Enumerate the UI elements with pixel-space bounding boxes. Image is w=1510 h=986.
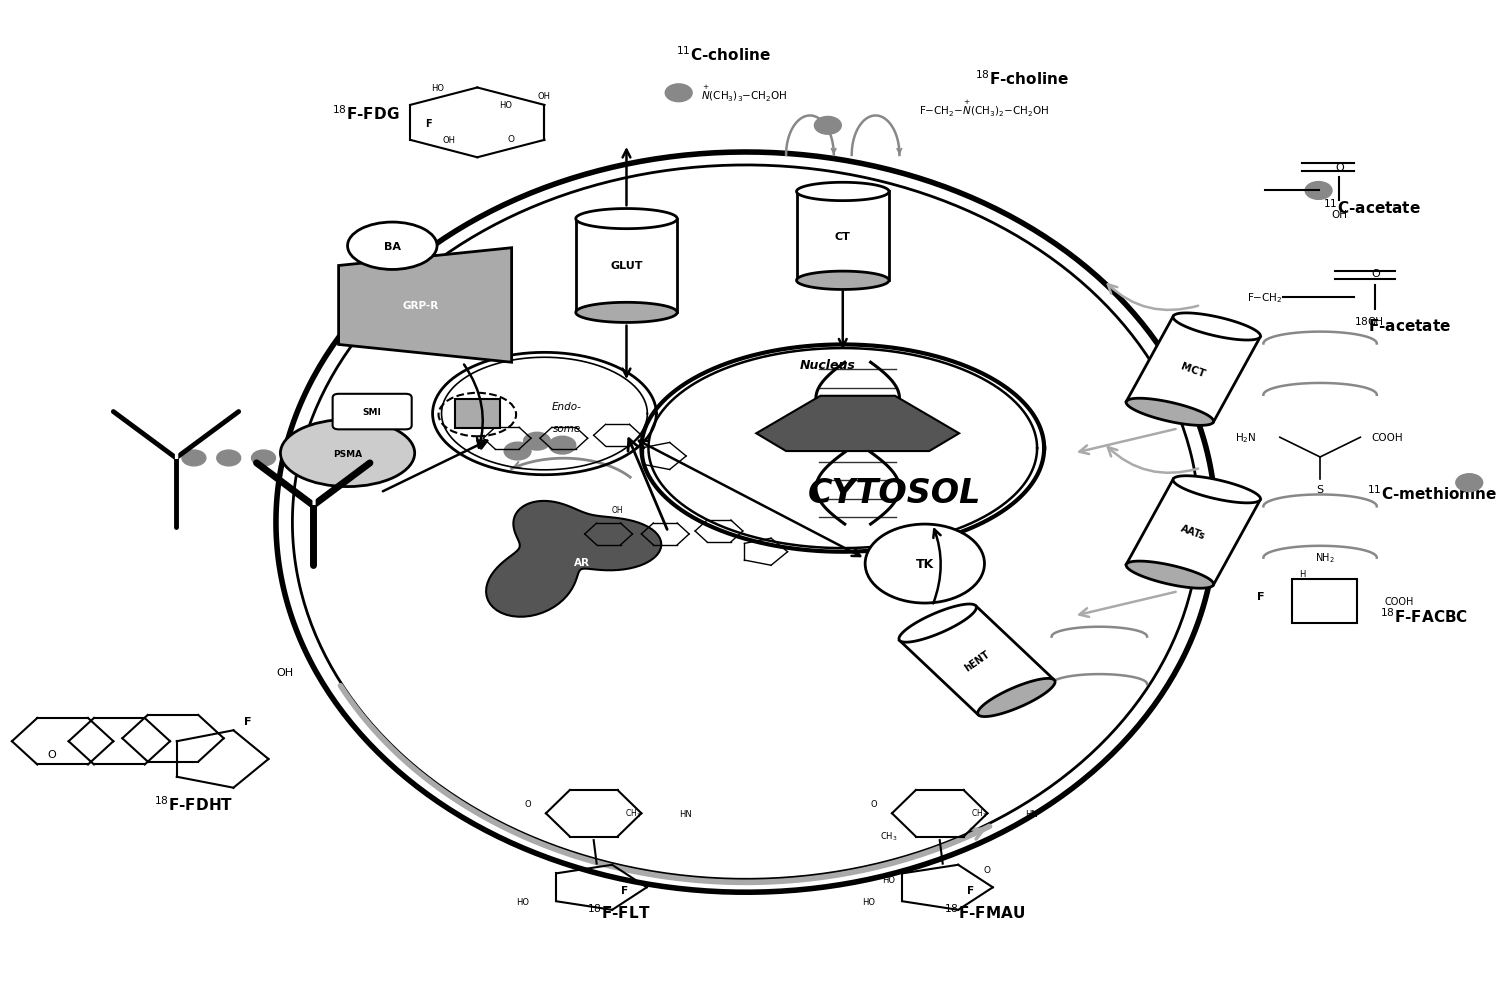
Polygon shape (797, 183, 889, 201)
Circle shape (666, 85, 692, 103)
Text: CH$_3$: CH$_3$ (880, 830, 897, 842)
Text: $^{11}$C-choline: $^{11}$C-choline (676, 45, 772, 63)
Polygon shape (1173, 314, 1261, 341)
Text: HO: HO (432, 84, 444, 93)
Text: HO: HO (862, 897, 876, 906)
Text: O: O (48, 749, 56, 759)
Circle shape (217, 451, 240, 466)
Circle shape (287, 451, 310, 466)
Text: CT: CT (835, 232, 850, 242)
Text: $^{18}$F-acetate: $^{18}$F-acetate (1353, 317, 1451, 334)
Polygon shape (757, 396, 959, 452)
Text: $^{18}$F-FDHT: $^{18}$F-FDHT (154, 795, 234, 812)
Text: PSMA: PSMA (334, 449, 362, 458)
Polygon shape (1126, 479, 1261, 586)
FancyBboxPatch shape (332, 394, 412, 430)
Text: HN: HN (678, 809, 692, 818)
Text: HN: HN (1025, 809, 1037, 818)
Text: OH: OH (1367, 317, 1383, 326)
Polygon shape (338, 248, 512, 363)
Text: $^{18}$F-FLT: $^{18}$F-FLT (587, 903, 651, 921)
Text: $^{18}$F-choline: $^{18}$F-choline (974, 70, 1069, 88)
Polygon shape (575, 209, 676, 230)
Text: SMI: SMI (362, 407, 381, 417)
Text: OH: OH (442, 136, 456, 145)
Text: GRP-R: GRP-R (403, 301, 439, 311)
Text: F$-$CH$_2$: F$-$CH$_2$ (1247, 291, 1284, 305)
Text: $^{11}$C-methionine: $^{11}$C-methionine (1367, 484, 1496, 502)
Circle shape (814, 117, 841, 135)
Circle shape (550, 437, 575, 455)
Text: Nucleus: Nucleus (800, 358, 856, 372)
Text: $^{18}$F-FACBC: $^{18}$F-FACBC (1380, 607, 1469, 625)
Polygon shape (575, 303, 676, 323)
Bar (455, 399, 500, 429)
Polygon shape (977, 678, 1055, 717)
Polygon shape (797, 192, 889, 281)
Text: Endo-: Endo- (551, 401, 581, 411)
Circle shape (865, 525, 985, 603)
Text: F: F (1258, 592, 1265, 601)
Text: O: O (507, 135, 515, 144)
Text: TK: TK (915, 557, 935, 571)
Circle shape (252, 451, 275, 466)
Text: $^{11}$C-acetate: $^{11}$C-acetate (1323, 198, 1421, 216)
Text: H: H (1299, 569, 1305, 579)
Polygon shape (1126, 317, 1261, 423)
Polygon shape (900, 606, 1054, 715)
Circle shape (1305, 182, 1332, 200)
Text: O: O (1371, 269, 1380, 279)
Polygon shape (1126, 398, 1214, 426)
Text: some: some (553, 424, 581, 434)
Text: CH$_3$: CH$_3$ (625, 807, 642, 819)
Text: Y: Y (307, 491, 319, 509)
Text: hENT: hENT (962, 649, 992, 672)
Text: CYTOSOL: CYTOSOL (808, 476, 982, 510)
Text: Y: Y (169, 445, 183, 462)
Text: OH: OH (1332, 210, 1347, 220)
Text: F: F (966, 884, 974, 894)
Polygon shape (1126, 561, 1214, 589)
Text: GLUT: GLUT (610, 261, 643, 271)
Text: S: S (1317, 484, 1324, 494)
Text: NH$_2$: NH$_2$ (1315, 550, 1335, 564)
Text: CH$_3$: CH$_3$ (971, 807, 988, 819)
Text: OH: OH (276, 668, 293, 677)
Text: AATs: AATs (1179, 524, 1206, 541)
Text: H$_2$N: H$_2$N (1235, 431, 1256, 445)
Text: O: O (524, 799, 532, 809)
Text: O: O (1335, 163, 1344, 173)
Ellipse shape (281, 420, 415, 487)
Polygon shape (575, 220, 676, 314)
Text: $^{18}$F-FDG: $^{18}$F-FDG (332, 105, 399, 122)
Text: OH: OH (612, 506, 624, 515)
Circle shape (183, 451, 205, 466)
Polygon shape (898, 604, 977, 643)
Text: $^{18}$F-FMAU: $^{18}$F-FMAU (944, 903, 1025, 921)
Text: F: F (621, 884, 628, 894)
Polygon shape (1173, 476, 1261, 504)
Text: HO: HO (882, 875, 895, 884)
Circle shape (504, 443, 532, 460)
Text: O: O (985, 865, 991, 875)
Text: BA: BA (384, 242, 400, 251)
Polygon shape (797, 272, 889, 290)
Text: COOH: COOH (1371, 433, 1403, 443)
Ellipse shape (347, 223, 436, 270)
Polygon shape (486, 502, 661, 617)
Text: F: F (243, 717, 251, 727)
Text: $\overset{+}{N}$(CH$_3$)$_3$$-$CH$_2$OH: $\overset{+}{N}$(CH$_3$)$_3$$-$CH$_2$OH (701, 84, 788, 104)
Circle shape (1456, 474, 1483, 492)
Text: MCT: MCT (1179, 361, 1206, 379)
Text: O: O (870, 799, 877, 809)
Text: HO: HO (498, 102, 512, 110)
Text: AR: AR (574, 557, 590, 567)
Circle shape (524, 433, 551, 451)
Text: COOH: COOH (1385, 597, 1413, 606)
Text: OH: OH (538, 93, 551, 102)
Text: HO: HO (516, 897, 530, 906)
Text: F: F (424, 118, 432, 128)
Text: F$-$CH$_2$$-$$\overset{+}{N}$(CH$_3$)$_2$$-$CH$_2$OH: F$-$CH$_2$$-$$\overset{+}{N}$(CH$_3$)$_2… (920, 99, 1049, 118)
